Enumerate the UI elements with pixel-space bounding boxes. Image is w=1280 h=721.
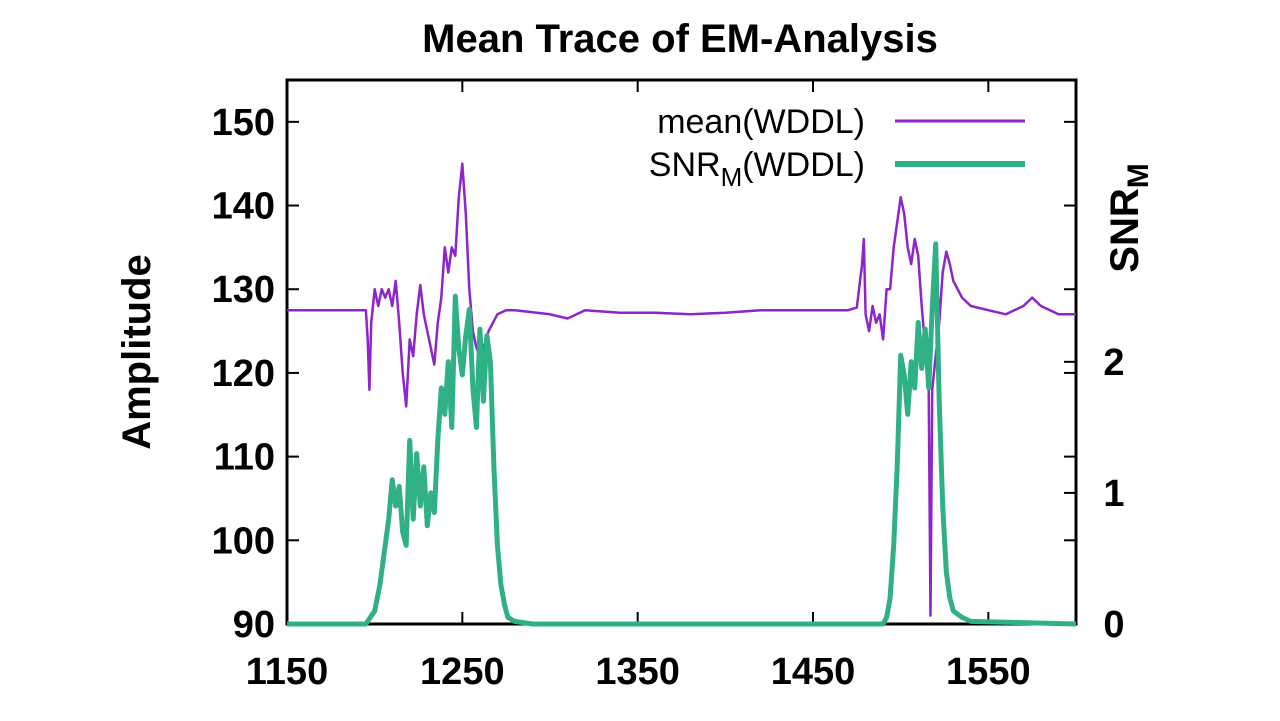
y-tick-label: 120 [212,353,275,395]
y-tick-label: 140 [212,186,275,228]
series-snr-wddl-line [287,241,1077,627]
y2-axis-label-sub: M [1122,163,1155,188]
y-tick-label: 100 [212,520,275,562]
y-axis-left: 90 100 110 120 130 140 150 [212,102,1076,646]
y2-tick-label: 2 [1103,342,1124,384]
legend: mean(WDDL) SNRM(WDDL) [649,103,1025,192]
legend-label-snr: SNRM(WDDL) [649,146,865,192]
x-tick-label: 1550 [946,651,1031,693]
legend-label-mean: mean(WDDL) [657,103,865,141]
y-axis-label: Amplitude [115,254,159,450]
series-layer [287,162,1077,627]
y2-tick-label: 1 [1103,473,1124,515]
x-axis: 1150 1250 1350 1450 1550 [246,80,1031,693]
y-tick-label: 90 [233,604,275,646]
plot-area: 90 100 110 120 130 140 150 0 1 2 1150 1250 1350 145… [212,78,1125,693]
x-tick-label: 1250 [420,651,505,693]
y-tick-label: 150 [212,102,275,144]
x-tick-label: 1150 [246,651,328,693]
y2-tick-label: 0 [1103,604,1124,646]
chart-title: Mean Trace of EM-Analysis [422,17,938,61]
x-tick-label: 1450 [771,651,856,693]
series-mean-wddl-line [287,162,1076,617]
x-tick-label: 1350 [595,651,680,693]
y2-axis-label: SNRM [1103,163,1155,272]
y-tick-label: 130 [212,269,275,311]
y-axis-right: 0 1 2 [1064,342,1125,646]
y2-axis-label-main: SNR [1103,188,1147,273]
y-tick-label: 110 [214,437,275,479]
